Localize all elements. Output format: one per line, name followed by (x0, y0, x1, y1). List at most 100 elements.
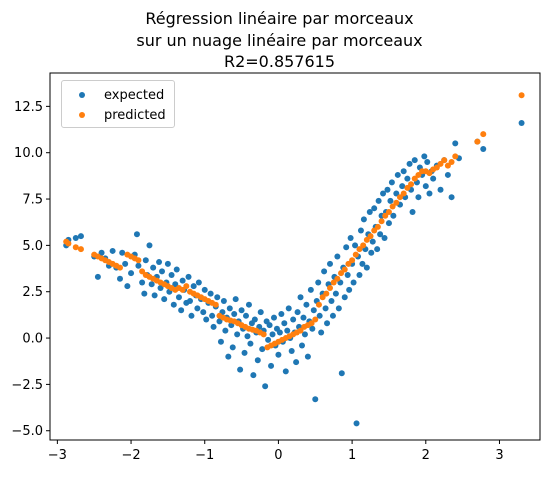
y-tick-label: 10.0 (14, 146, 43, 161)
legend-entry-expected: expected (70, 85, 164, 105)
expected-point (200, 309, 207, 316)
predicted-point (404, 184, 411, 191)
expected-point (344, 272, 351, 279)
expected-point (234, 331, 241, 338)
x-tick-label: 2 (422, 448, 430, 463)
predicted-point (212, 301, 219, 308)
predicted-point (389, 203, 396, 210)
expected-point (328, 297, 335, 304)
expected-point (237, 366, 244, 373)
expected-point (209, 312, 216, 319)
x-tick-label: −3 (48, 448, 67, 463)
expected-point (119, 249, 126, 256)
predicted-point (444, 162, 451, 169)
expected-point (139, 279, 146, 286)
series-expected (63, 120, 525, 427)
expected-point (201, 286, 208, 293)
expected-point (415, 194, 422, 201)
expected-point (390, 212, 397, 219)
expected-point (422, 183, 429, 190)
expected-point (377, 231, 384, 238)
expected-point (251, 316, 258, 323)
expected-point (150, 264, 157, 271)
expected-point (341, 294, 348, 301)
predicted-point (334, 275, 341, 282)
predicted-point (341, 266, 348, 273)
expected-point (245, 301, 252, 308)
predicted-point (437, 160, 444, 167)
predicted-point (371, 227, 378, 234)
y-tick-label: −5.0 (11, 424, 43, 439)
expected-point (94, 273, 101, 280)
expected-point (220, 297, 227, 304)
chart-title-line-3: R2=0.857615 (223, 52, 336, 71)
expected-point (269, 331, 276, 338)
expected-point (243, 312, 249, 319)
predicted-point (367, 233, 374, 240)
legend-marker-predicted (79, 112, 85, 118)
predicted-point (408, 181, 415, 188)
expected-point (195, 279, 202, 286)
expected-point (394, 171, 401, 178)
expected-point (109, 247, 116, 254)
predicted-point (363, 236, 370, 243)
expected-point (203, 316, 210, 323)
predicted-point (518, 92, 525, 99)
expected-point (217, 338, 224, 345)
expected-point (168, 272, 175, 279)
expected-point (360, 216, 367, 223)
expected-point (172, 281, 179, 288)
expected-point (284, 327, 291, 334)
predicted-point (374, 223, 381, 230)
expected-point (98, 249, 105, 256)
expected-point (161, 296, 168, 303)
expected-point (179, 277, 186, 284)
expected-point (226, 305, 233, 312)
predicted-point (352, 251, 359, 258)
predicted-point (415, 171, 422, 178)
expected-point (369, 238, 376, 245)
expected-point (271, 314, 277, 321)
predicted-point (330, 279, 337, 286)
expected-point (353, 420, 360, 427)
expected-point (424, 158, 431, 165)
expected-point (210, 323, 217, 330)
expected-point (254, 357, 261, 364)
expected-point (299, 342, 305, 349)
predicted-point (441, 157, 448, 164)
expected-point (259, 346, 266, 353)
expected-point (278, 310, 285, 317)
expected-point (124, 283, 131, 290)
legend-entry-predicted: predicted (70, 105, 166, 125)
predicted-point (183, 283, 190, 290)
predicted-point (474, 138, 481, 145)
expected-point (346, 286, 353, 293)
expected-point (404, 175, 411, 182)
predicted-point (378, 218, 385, 225)
expected-point (384, 186, 391, 193)
predicted-point (433, 164, 440, 171)
expected-point (238, 307, 245, 314)
y-tick-label: 12.5 (14, 100, 43, 115)
predicted-point (360, 242, 367, 249)
predicted-point (338, 270, 345, 277)
expected-point (170, 301, 177, 308)
expected-point (309, 325, 316, 332)
y-tick-label: 0.0 (22, 332, 43, 347)
expected-point (157, 285, 164, 292)
chart-title-line-1: Régression linéaire par morceaux (145, 9, 414, 28)
expected-point (262, 383, 269, 390)
legend-label-expected: expected (104, 87, 165, 103)
legend-label-predicted: predicted (104, 107, 166, 123)
expected-point (122, 260, 129, 267)
expected-point (257, 309, 264, 316)
x-tick-label: 3 (495, 448, 503, 463)
expected-point (387, 197, 394, 204)
legend: expected predicted (61, 80, 175, 128)
expected-point (437, 186, 444, 193)
expected-point (385, 220, 392, 227)
expected-point (164, 260, 171, 267)
series-predicted (63, 92, 525, 351)
expected-point (363, 264, 370, 271)
expected-point (300, 314, 307, 321)
